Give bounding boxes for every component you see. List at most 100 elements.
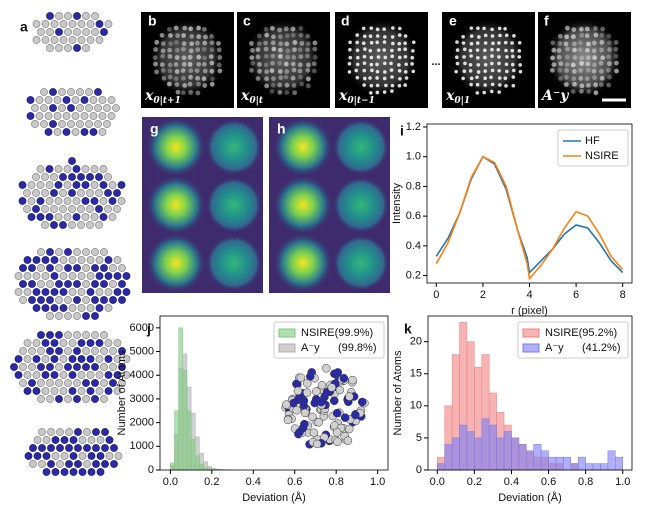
atom	[33, 436, 42, 444]
atom-dot	[497, 26, 502, 31]
atom	[78, 468, 87, 476]
atom-dot	[291, 55, 297, 60]
atom-dot	[361, 41, 366, 46]
atom-dot	[599, 47, 605, 53]
atom-dot	[592, 75, 597, 81]
atom	[292, 405, 301, 415]
atom-dot	[497, 55, 501, 59]
atom-dot	[216, 41, 221, 46]
atom-dot	[270, 60, 275, 66]
atom	[113, 189, 121, 197]
atom-dot	[592, 55, 598, 60]
atom	[81, 181, 90, 189]
atom-dot	[469, 34, 474, 38]
atom	[31, 104, 39, 112]
atom	[23, 371, 32, 379]
atom	[29, 460, 37, 468]
atom	[50, 371, 59, 379]
atom	[112, 104, 120, 112]
atom	[59, 387, 68, 395]
atom	[41, 20, 50, 28]
atom-dot	[497, 68, 501, 73]
atom	[63, 197, 72, 205]
atom-dot	[503, 76, 508, 80]
atom	[46, 28, 54, 36]
atom	[95, 272, 104, 280]
atom	[96, 468, 105, 476]
x-tick-label: 0.8	[329, 476, 344, 488]
atom	[89, 96, 98, 104]
atom	[333, 437, 342, 446]
atom	[37, 363, 45, 371]
atom-dot	[209, 81, 215, 87]
atom-dot	[188, 26, 194, 32]
atom	[95, 173, 103, 181]
atom-dot	[362, 68, 367, 73]
atom-dot	[174, 39, 179, 45]
atom-dot	[571, 76, 577, 82]
atom-dot	[613, 53, 619, 59]
line-series	[435, 155, 624, 281]
atom-dot	[490, 34, 495, 38]
atom-dot	[490, 27, 494, 32]
atom	[67, 120, 75, 128]
panel-label: d	[341, 13, 350, 29]
atom	[92, 444, 100, 452]
atom-dot	[209, 34, 214, 39]
y-tick-label: 1.0	[406, 151, 421, 163]
atom	[41, 339, 50, 347]
atom	[95, 221, 103, 229]
x-tick-label: 0.2	[467, 476, 482, 488]
atom	[41, 371, 50, 379]
atom	[46, 395, 54, 403]
atom-dot	[556, 48, 562, 53]
atom-dot	[403, 54, 408, 59]
atom	[95, 371, 104, 379]
atom	[101, 428, 109, 436]
atom	[300, 419, 309, 429]
atom-dot	[305, 76, 311, 82]
atom	[73, 44, 81, 52]
atom-dot	[255, 54, 261, 60]
atom	[95, 36, 104, 44]
atom	[59, 221, 67, 229]
heat-blob	[273, 175, 333, 235]
atom-dot	[250, 47, 255, 53]
atom-dot	[181, 61, 187, 67]
atom	[68, 173, 76, 181]
atom-dot	[188, 89, 194, 95]
atom	[37, 347, 45, 355]
atom	[23, 189, 31, 197]
histogram-bar	[503, 431, 512, 471]
atom-dot	[291, 67, 297, 73]
atom-dot	[462, 69, 467, 74]
atom-dot	[202, 26, 207, 32]
atom-dot	[312, 46, 318, 52]
y-tick-label: 1000	[130, 440, 154, 452]
atom-dot	[209, 60, 215, 66]
y-tick-label: 0.8	[406, 180, 421, 192]
atom	[32, 173, 40, 181]
atom-dot	[613, 46, 619, 52]
atom-dot	[209, 68, 215, 74]
atom	[80, 128, 89, 136]
atom	[90, 213, 99, 221]
atom	[113, 339, 122, 347]
atom	[47, 428, 55, 436]
atom-dot	[382, 76, 387, 81]
atom-dot	[255, 47, 261, 52]
atom-dot	[571, 69, 577, 74]
atom	[46, 312, 54, 320]
atom	[55, 12, 63, 20]
atom	[64, 28, 72, 36]
atom-dot	[182, 25, 188, 31]
atom	[118, 296, 126, 304]
atom-dot	[579, 88, 584, 94]
heat-blob	[273, 233, 333, 293]
atom	[28, 363, 36, 371]
atom	[101, 460, 109, 468]
atom	[23, 205, 31, 213]
atom	[104, 288, 113, 296]
x-tick-label: 0.0	[163, 476, 178, 488]
atom-dot	[370, 68, 374, 73]
